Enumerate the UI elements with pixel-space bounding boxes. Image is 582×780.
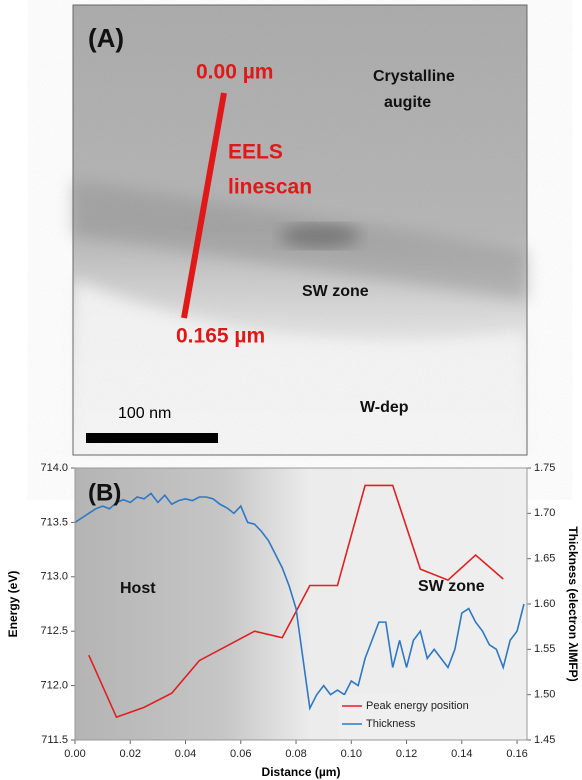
y-tick-label: 713.5 (40, 516, 68, 528)
plot-frame (74, 467, 528, 741)
x-tick-label: 0.06 (230, 748, 251, 760)
legend-box (338, 695, 526, 739)
x-tick-label: 0.12 (396, 748, 417, 760)
annotation: 0.00 µm (196, 61, 273, 84)
x-tick-label: 0.10 (341, 748, 362, 760)
y-tick-label: 711.5 (41, 734, 68, 746)
y-tick-label: 713.0 (40, 571, 68, 583)
panel-label: (A) (88, 23, 124, 53)
legend-label: Thickness (366, 718, 416, 730)
y2-tick-label: 1.65 (534, 553, 555, 565)
y2-tick-label: 1.55 (534, 643, 555, 655)
panel-label: (B) (88, 479, 121, 506)
x-tick-label: 0.14 (451, 748, 472, 760)
x-tick-label: 0.00 (64, 748, 85, 760)
x-tick-label: 0.08 (285, 748, 306, 760)
annotation: linescan (228, 176, 312, 199)
y-axis-title: Energy (eV) (6, 571, 20, 638)
y-tick-label: 714.0 (40, 462, 68, 474)
y2-tick-label: 1.50 (534, 689, 555, 701)
series-line (74, 492, 525, 711)
annotation: SW zone (418, 578, 485, 595)
y-tick-label: 712.5 (40, 625, 68, 637)
x-axis-title: Distance (µm) (262, 765, 341, 779)
x-tick-label: 0.02 (120, 748, 141, 760)
scale-bar-label: 100 nm (118, 405, 171, 422)
x-tick-label: 0.16 (506, 748, 527, 760)
annotation: W-dep (360, 399, 409, 416)
x-tick-label: 0.04 (175, 748, 196, 760)
y2-axis-title: Thickness (electron λIMFP) (566, 526, 580, 681)
y2-tick-label: 1.45 (534, 734, 555, 746)
series-line (88, 484, 504, 719)
plot-background (75, 468, 527, 740)
legend-label: Peak energy position (366, 700, 469, 712)
y2-tick-label: 1.75 (534, 462, 555, 474)
annotation: SW zone (302, 283, 369, 300)
y2-tick-label: 1.60 (534, 598, 555, 610)
annotation: Host (120, 580, 156, 597)
annotation: EELS (228, 141, 283, 164)
annotation: 0.165 µm (176, 325, 265, 348)
annotation: augite (384, 94, 431, 111)
annotation: Crystalline (373, 68, 455, 85)
y2-tick-label: 1.70 (534, 507, 555, 519)
micrograph (72, 4, 528, 456)
y-tick-label: 712.0 (40, 680, 68, 692)
